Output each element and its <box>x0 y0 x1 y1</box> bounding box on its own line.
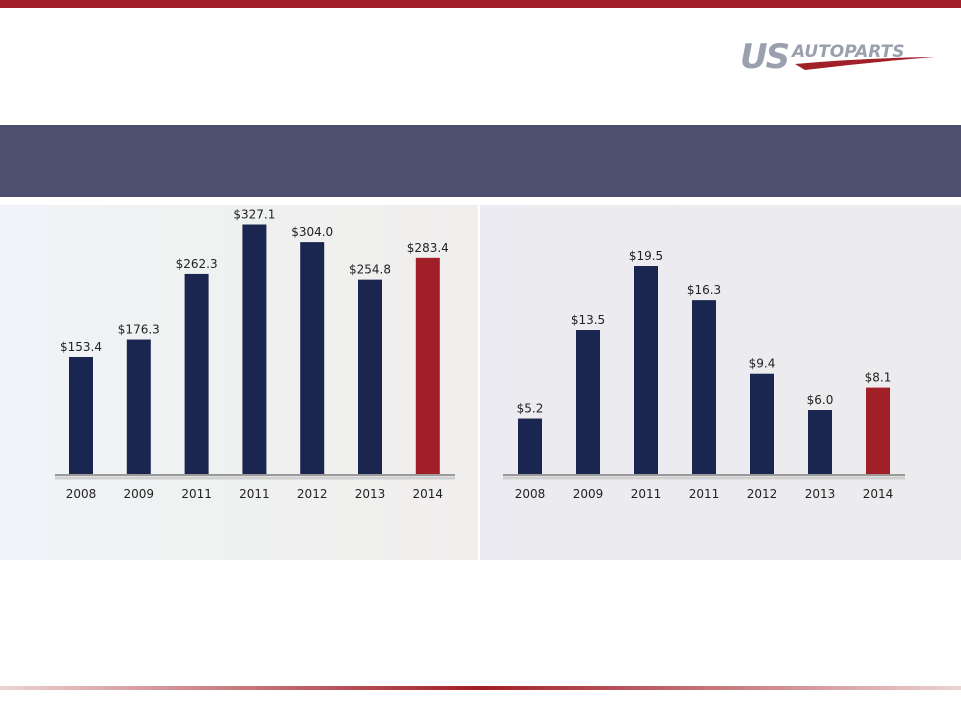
x-tick-label: 2008 <box>66 487 97 501</box>
x-tick-label: 2014 <box>413 487 444 501</box>
value-label: $283.4 <box>407 241 449 255</box>
value-label: $13.5 <box>571 313 605 327</box>
value-label: $16.3 <box>687 283 721 297</box>
value-label: $327.1 <box>233 208 275 222</box>
bar <box>808 410 832 474</box>
right-panel <box>480 205 961 560</box>
value-label: $153.4 <box>60 340 102 354</box>
x-tick-label: 2009 <box>124 487 155 501</box>
value-label: $176.3 <box>118 323 160 337</box>
bar <box>750 373 774 474</box>
x-tick-label: 2013 <box>805 487 836 501</box>
x-tick-label: 2011 <box>239 487 270 501</box>
value-label: $5.2 <box>517 402 544 416</box>
bar <box>866 387 890 474</box>
value-label: $6.0 <box>807 393 834 407</box>
value-label: $9.4 <box>749 357 776 371</box>
logo-swoosh <box>795 57 935 70</box>
bar <box>576 330 600 474</box>
bar <box>415 257 440 474</box>
bar <box>692 300 716 474</box>
bar <box>184 273 209 474</box>
x-tick-label: 2008 <box>515 487 546 501</box>
header-band <box>0 125 961 197</box>
x-tick-label: 2012 <box>297 487 328 501</box>
bar <box>358 279 382 474</box>
bar <box>518 418 542 474</box>
value-label: $8.1 <box>865 371 892 385</box>
top-band <box>0 0 961 8</box>
value-label: $254.8 <box>349 263 391 277</box>
logo: US AUTOPARTS <box>740 37 935 77</box>
bottom-band <box>0 686 961 690</box>
bar <box>126 339 151 474</box>
x-tick-label: 2009 <box>573 487 604 501</box>
x-tick-label: 2012 <box>747 487 778 501</box>
value-label: $19.5 <box>629 249 663 263</box>
x-tick-label: 2011 <box>631 487 662 501</box>
x-tick-label: 2011 <box>181 487 212 501</box>
logo-mark: US <box>740 37 789 77</box>
x-tick-label: 2014 <box>863 487 894 501</box>
value-label: $304.0 <box>291 225 333 239</box>
x-tick-label: 2013 <box>355 487 386 501</box>
bar <box>300 242 325 474</box>
value-label: $262.3 <box>176 257 218 271</box>
bar <box>634 266 658 474</box>
bar <box>242 224 267 474</box>
x-tick-label: 2011 <box>689 487 720 501</box>
logo-name: AUTOPARTS <box>790 42 904 62</box>
bar <box>69 356 93 474</box>
